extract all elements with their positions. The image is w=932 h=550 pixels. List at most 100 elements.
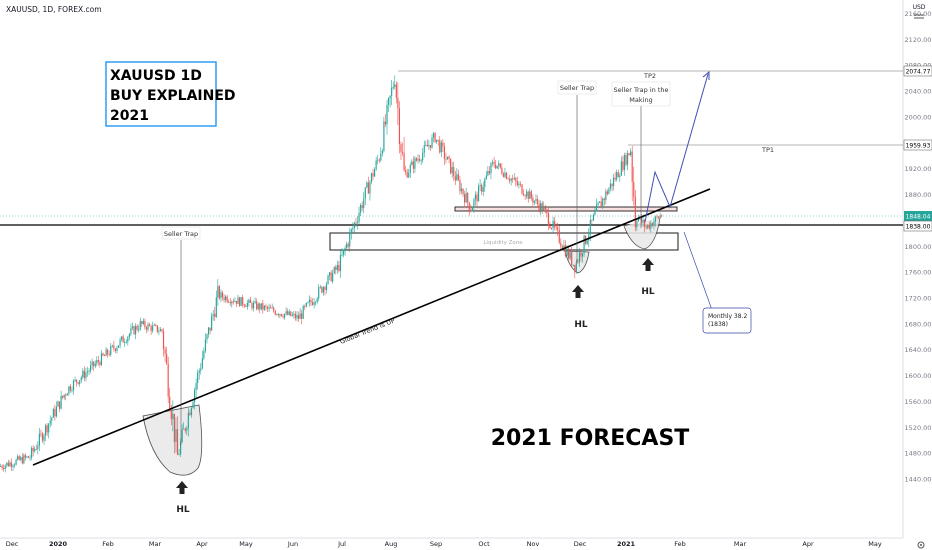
candle-body <box>572 264 574 266</box>
candle-body <box>315 301 317 303</box>
candle-body <box>318 287 320 299</box>
candle-body <box>406 172 408 178</box>
candle-body <box>462 188 464 195</box>
candle-body <box>249 299 252 303</box>
candle-body <box>214 313 216 318</box>
candle-body <box>360 205 362 213</box>
seller-trap-making-label-2: Making <box>629 96 652 104</box>
candle-body <box>279 314 281 316</box>
candle-body <box>465 193 467 203</box>
candle-body <box>636 220 638 228</box>
liquidity-zone[interactable] <box>329 232 679 251</box>
forecast-label: 2021 FORECAST <box>491 426 690 451</box>
candle-body <box>297 315 300 319</box>
candle-body <box>335 267 337 271</box>
price-tick-label: 2040.00 <box>905 88 932 96</box>
time-axis[interactable]: Dec 2020 Feb Mar Apr May Jun Jul Aug Sep Oct Nov Dec… <box>6 540 882 548</box>
candle-body <box>265 305 267 307</box>
candle-body <box>605 191 607 200</box>
candle-body <box>370 173 373 183</box>
candle-body <box>90 365 92 371</box>
monthly-callout-box[interactable] <box>702 307 752 334</box>
candle-body <box>200 368 202 371</box>
price-axis[interactable]: 1440.00 1480.00 1520.00 1560.00 1600.00 1640.… <box>905 10 932 484</box>
candle-body <box>27 456 30 458</box>
candle-body <box>524 195 526 197</box>
candle-body <box>141 321 143 324</box>
seller-trap-left-label: Seller Trap <box>164 230 198 238</box>
candle-body <box>650 223 652 229</box>
candle-body <box>560 242 562 247</box>
candle-body <box>391 87 393 96</box>
candle-body <box>614 177 616 180</box>
candle-body <box>167 363 169 397</box>
candle-body <box>238 297 241 306</box>
tp1-label: TP1 <box>761 146 774 154</box>
candle-body <box>446 156 449 160</box>
candle-body <box>229 302 231 304</box>
candle-body <box>142 320 144 324</box>
time-tick-label: Dec <box>6 540 19 548</box>
candle-body <box>471 207 473 212</box>
candle-body <box>270 307 272 309</box>
candle-body <box>507 178 509 180</box>
time-tick-label: Mar <box>734 540 747 548</box>
candle-body <box>349 233 351 247</box>
candle-body <box>637 218 640 221</box>
candle-body <box>186 428 188 431</box>
projected-path[interactable] <box>644 73 709 223</box>
candle-body <box>467 193 469 203</box>
candle-body <box>606 191 608 194</box>
candle-body <box>116 347 118 351</box>
candle-body <box>254 301 256 303</box>
candle-body <box>175 429 177 442</box>
candle-body <box>40 433 42 435</box>
candle-body <box>187 412 189 429</box>
trend-line[interactable] <box>32 188 711 466</box>
candle-body <box>567 248 570 259</box>
candle-body <box>481 184 483 192</box>
hl-curve-left[interactable] <box>142 404 203 476</box>
candle-body <box>474 194 477 200</box>
symbol-header: XAUUSD, 1D, FOREX.com <box>6 5 102 14</box>
candle-body <box>578 252 581 263</box>
candle-body <box>428 145 430 147</box>
tp2-price-tag: 2074.77 <box>903 65 932 77</box>
candle-body <box>414 158 416 169</box>
candle-body <box>155 325 157 326</box>
candle-body <box>437 139 439 141</box>
settings-gear-icon[interactable] <box>917 541 925 549</box>
tp1-price-tag: 1959.93 <box>903 139 932 151</box>
candle-body <box>464 194 466 203</box>
tp2-price-text: 2074.77 <box>906 69 931 76</box>
candle-body <box>412 161 414 169</box>
candle-body <box>282 316 284 318</box>
candle-body <box>268 307 270 309</box>
candle-body <box>535 199 537 201</box>
candle-body <box>595 204 598 212</box>
candle-body <box>299 313 301 319</box>
time-tick-label: 2021 <box>617 540 636 548</box>
candle-body <box>344 247 346 250</box>
candle-body <box>550 228 553 229</box>
candle-body <box>41 433 44 441</box>
candle-body <box>245 306 247 307</box>
candle-body <box>333 267 335 274</box>
price-tick-label: 2000.00 <box>905 113 932 121</box>
chart-menu-icon[interactable] <box>914 14 924 19</box>
candle-body <box>280 314 283 317</box>
candle-body <box>83 370 85 379</box>
candle-body <box>442 142 444 147</box>
candle-body <box>26 456 28 458</box>
price-tick-label: 1920.00 <box>905 165 932 173</box>
candle-body <box>234 300 236 303</box>
candle-body <box>555 226 557 228</box>
monthly-callout-line2: (1838) <box>708 321 728 328</box>
price-tick-label: 1520.00 <box>905 424 932 432</box>
price-tick-label: 1760.00 <box>905 269 932 277</box>
resistance-band[interactable] <box>454 206 678 212</box>
candle-body <box>353 222 356 229</box>
candle-body <box>369 182 371 194</box>
candle-body <box>325 283 328 291</box>
candle-body <box>473 199 475 208</box>
